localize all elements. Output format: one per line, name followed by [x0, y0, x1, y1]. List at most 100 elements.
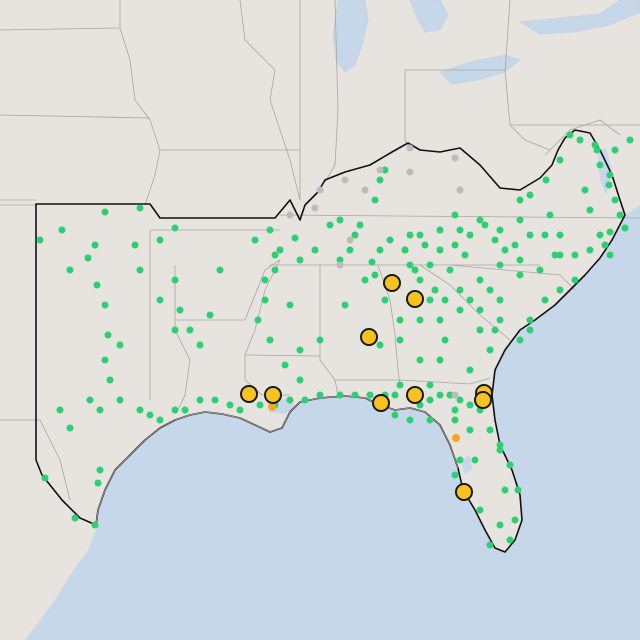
map-marker-green[interactable]: [456, 306, 464, 314]
map-marker-green[interactable]: [571, 251, 579, 259]
map-marker-green[interactable]: [301, 396, 309, 404]
map-marker-green[interactable]: [451, 241, 459, 249]
map-marker-highlight[interactable]: [455, 483, 473, 501]
map-marker-green[interactable]: [606, 171, 614, 179]
map-marker-green[interactable]: [276, 246, 284, 254]
map-marker-green[interactable]: [496, 521, 504, 529]
map-marker-green[interactable]: [346, 246, 354, 254]
map-marker-green[interactable]: [542, 176, 550, 184]
map-marker-green[interactable]: [506, 536, 514, 544]
map-marker-gray[interactable]: [346, 236, 354, 244]
map-marker-green[interactable]: [291, 234, 299, 242]
map-marker-green[interactable]: [416, 276, 424, 284]
map-marker-green[interactable]: [376, 246, 384, 254]
map-marker-green[interactable]: [361, 276, 369, 284]
map-marker-green[interactable]: [56, 406, 64, 414]
map-marker-green[interactable]: [371, 196, 379, 204]
map-marker-green[interactable]: [256, 401, 264, 409]
map-marker-highlight[interactable]: [372, 394, 390, 412]
map-marker-green[interactable]: [556, 156, 564, 164]
map-marker-green[interactable]: [446, 391, 454, 399]
map-marker-green[interactable]: [406, 416, 414, 424]
map-marker-green[interactable]: [368, 258, 376, 266]
map-marker-green[interactable]: [171, 224, 179, 232]
map-marker-gray[interactable]: [311, 204, 319, 212]
map-marker-gray[interactable]: [376, 166, 384, 174]
map-marker-green[interactable]: [101, 208, 109, 216]
map-marker-green[interactable]: [541, 231, 549, 239]
map-marker-green[interactable]: [606, 228, 614, 236]
map-marker-highlight[interactable]: [406, 290, 424, 308]
map-marker-green[interactable]: [461, 251, 469, 259]
map-marker-green[interactable]: [514, 486, 522, 494]
map-marker-highlight[interactable]: [264, 386, 282, 404]
map-marker-gray[interactable]: [341, 176, 349, 184]
map-marker-green[interactable]: [396, 381, 404, 389]
map-marker-green[interactable]: [171, 406, 179, 414]
map-marker-green[interactable]: [66, 424, 74, 432]
map-marker-green[interactable]: [576, 136, 584, 144]
map-marker-highlight[interactable]: [360, 328, 378, 346]
map-marker-green[interactable]: [381, 166, 389, 174]
map-marker-green[interactable]: [511, 241, 519, 249]
map-marker-green[interactable]: [296, 376, 304, 384]
map-marker-green[interactable]: [251, 236, 259, 244]
map-marker-green[interactable]: [416, 356, 424, 364]
map-marker-gray[interactable]: [456, 186, 464, 194]
map-marker-green[interactable]: [266, 226, 274, 234]
map-marker-green[interactable]: [106, 376, 114, 384]
map-marker-green[interactable]: [296, 256, 304, 264]
map-marker-green[interactable]: [386, 236, 394, 244]
map-marker-green[interactable]: [516, 271, 524, 279]
map-marker-green[interactable]: [236, 406, 244, 414]
map-marker-green[interactable]: [316, 336, 324, 344]
map-marker-green[interactable]: [486, 541, 494, 549]
map-marker-green[interactable]: [286, 396, 294, 404]
map-marker-green[interactable]: [96, 406, 104, 414]
map-marker-green[interactable]: [496, 261, 504, 269]
map-marker-gray[interactable]: [316, 186, 324, 194]
map-marker-green[interactable]: [381, 296, 389, 304]
map-marker-green[interactable]: [196, 341, 204, 349]
map-marker-green[interactable]: [496, 441, 504, 449]
map-marker-green[interactable]: [466, 231, 474, 239]
map-marker-green[interactable]: [91, 521, 99, 529]
map-marker-green[interactable]: [84, 254, 92, 262]
map-marker-green[interactable]: [271, 266, 279, 274]
map-marker-green[interactable]: [451, 211, 459, 219]
map-marker-green[interactable]: [336, 391, 344, 399]
map-marker-green[interactable]: [426, 396, 434, 404]
map-marker-green[interactable]: [146, 411, 154, 419]
map-marker-green[interactable]: [96, 466, 104, 474]
map-marker-green[interactable]: [601, 241, 609, 249]
map-marker-green[interactable]: [426, 296, 434, 304]
map-marker-green[interactable]: [611, 196, 619, 204]
map-marker-highlight[interactable]: [474, 391, 492, 409]
map-marker-green[interactable]: [526, 326, 534, 334]
map-marker-green[interactable]: [36, 236, 44, 244]
map-marker-green[interactable]: [606, 251, 614, 259]
map-marker-green[interactable]: [611, 146, 619, 154]
map-marker-green[interactable]: [376, 341, 384, 349]
map-marker-green[interactable]: [581, 186, 589, 194]
map-marker-green[interactable]: [471, 456, 479, 464]
map-marker-green[interactable]: [271, 251, 279, 259]
map-marker-green[interactable]: [41, 474, 49, 482]
map-marker-green[interactable]: [571, 276, 579, 284]
map-marker-green[interactable]: [556, 286, 564, 294]
map-marker-green[interactable]: [511, 516, 519, 524]
map-marker-green[interactable]: [116, 396, 124, 404]
map-marker-green[interactable]: [596, 161, 604, 169]
map-marker-green[interactable]: [496, 316, 504, 324]
map-marker-green[interactable]: [441, 296, 449, 304]
map-marker-green[interactable]: [586, 206, 594, 214]
map-marker-green[interactable]: [466, 296, 474, 304]
map-marker-green[interactable]: [396, 336, 404, 344]
map-marker-orange[interactable]: [452, 434, 460, 442]
map-marker-green[interactable]: [356, 221, 364, 229]
map-marker-green[interactable]: [94, 479, 102, 487]
map-marker-gray[interactable]: [406, 168, 414, 176]
map-marker-highlight[interactable]: [406, 386, 424, 404]
map-marker-green[interactable]: [491, 236, 499, 244]
